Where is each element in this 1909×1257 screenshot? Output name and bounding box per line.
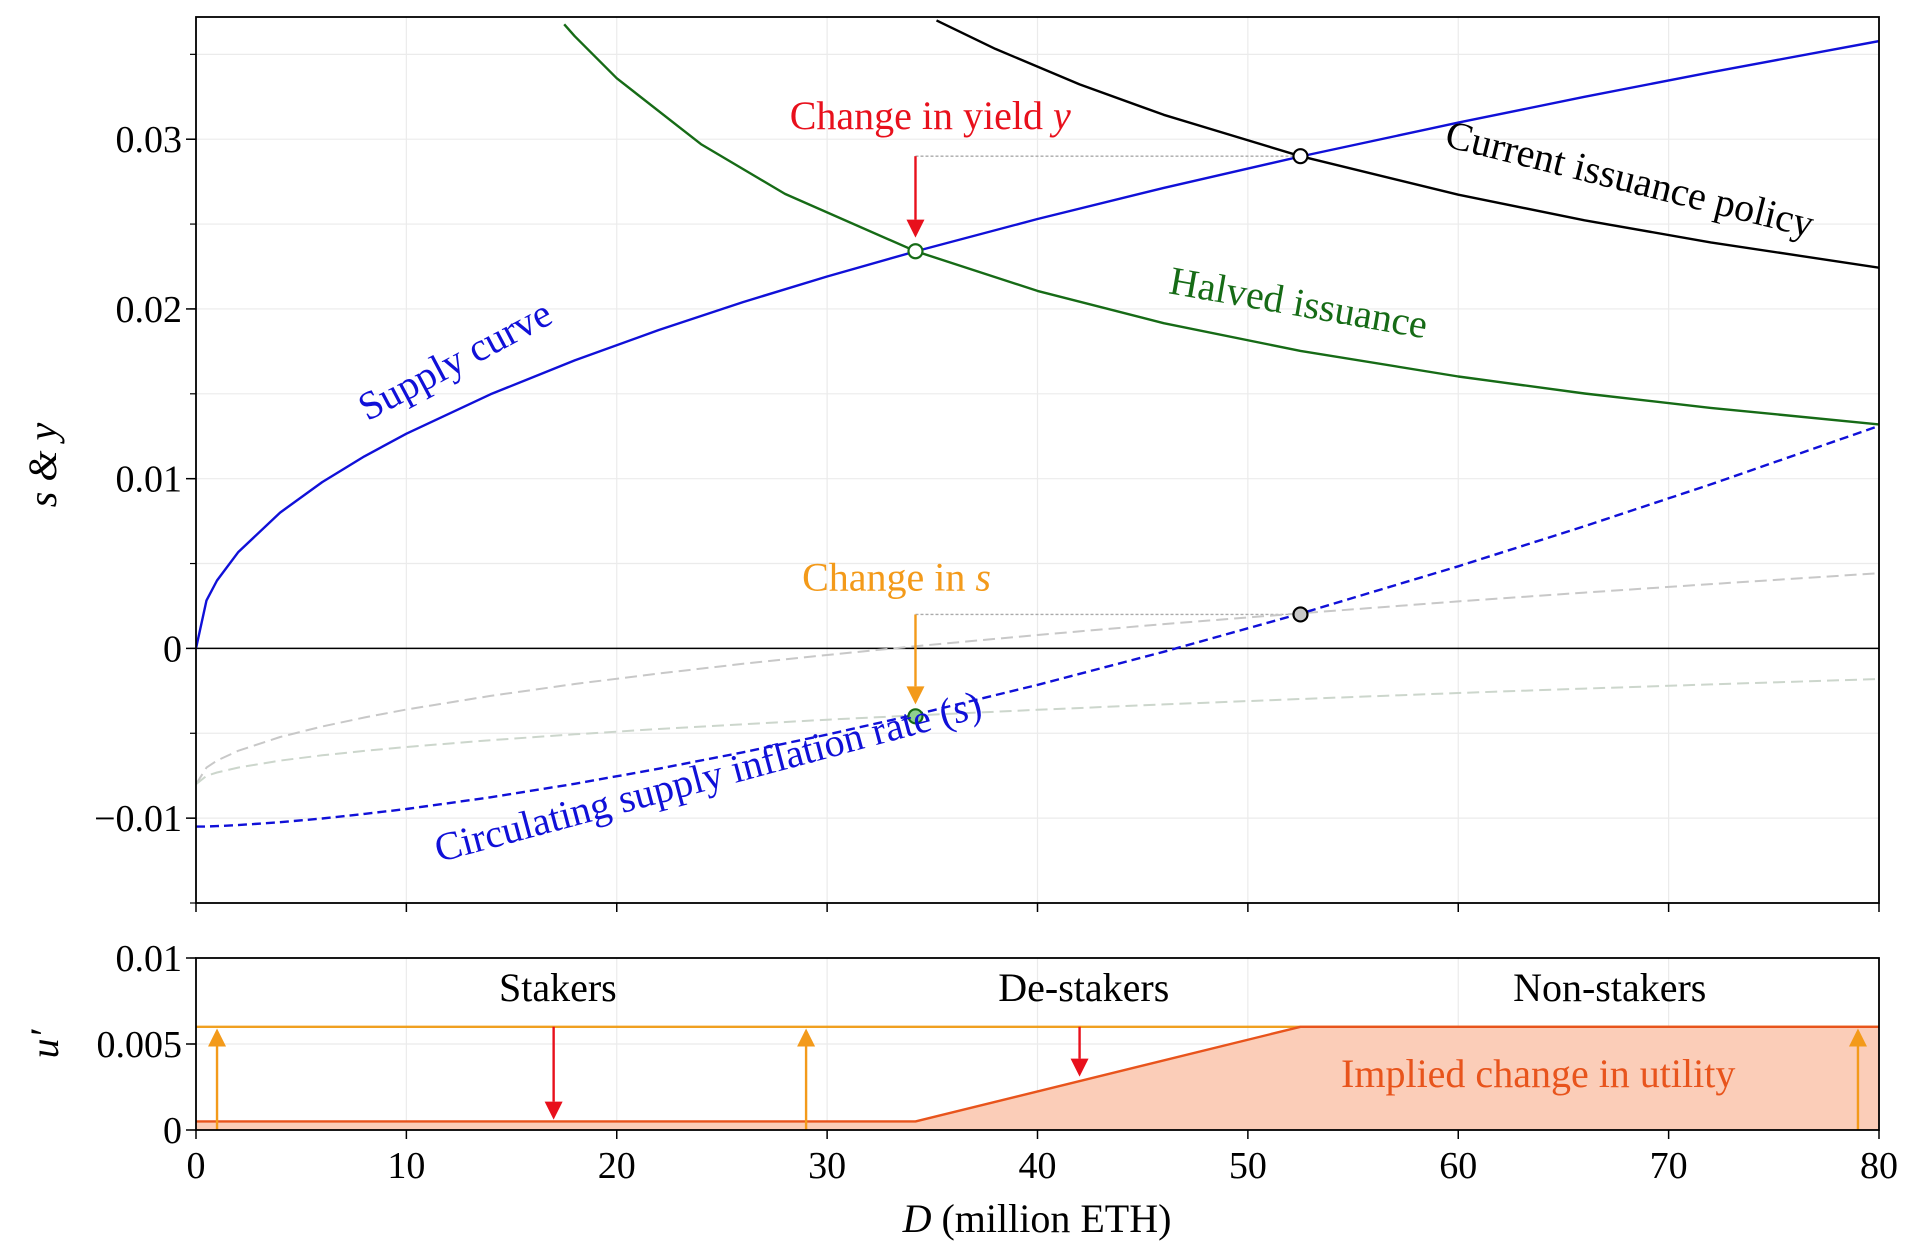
annotation-text: Supply curve [350,290,558,429]
annotation-label: De-stakers [998,965,1169,1010]
x-tick-label: 10 [387,1145,425,1187]
y-tick-label: 0 [163,628,182,670]
y-tick-label: 0.01 [116,459,183,501]
staker-up-arrow-head [208,1028,227,1047]
annotation-label: Implied change in utility [1341,1051,1735,1096]
equilibrium-halved-yield-marker [907,243,924,260]
annotation-label: Non-stakers [1513,965,1706,1010]
y-tick-label: 0 [163,1110,182,1152]
x-tick-label: 20 [598,1145,636,1187]
annotation-label: Halved issuance [1166,258,1431,348]
y-tick-label: 0.005 [97,1024,183,1066]
x-tick-label: 60 [1439,1145,1477,1187]
annotation-text: Halved issuance [1166,258,1431,348]
x-axis-label-unit: (million ETH) [931,1196,1171,1241]
equilibrium-halved-s-marker [907,708,924,725]
plot-area [196,1025,1879,1130]
non-staker-up-arrow-head [1848,1028,1867,1047]
series-line-circulating-supply-inflation-rate-s [196,424,1879,828]
annotation-label: Current issuance policy [1441,111,1818,246]
x-tick-label: 80 [1860,1145,1898,1187]
x-axis-label-var: D [902,1196,932,1241]
de-staker-down-arrow-head [1070,1058,1089,1077]
x-tick-label: 70 [1650,1145,1688,1187]
y-tick-label: −0.01 [94,798,182,840]
x-tick-label: 50 [1229,1145,1267,1187]
annotation-text: De-stakers [998,965,1169,1010]
annotation-label: Stakers [499,965,617,1010]
plot-area [196,19,1879,828]
staker-up-arrow-head [797,1028,816,1047]
annotation-text: Implied change in utility [1341,1051,1735,1096]
change-in-s-arrow-head [906,686,925,705]
top-panel: −0.01 0 0.01 0.02 0.03 Change in yield y Curre… [94,16,1880,912]
annotation-text: Non-stakers [1513,965,1706,1010]
series-line-supply-curve [196,39,1879,649]
x-tick-label: 30 [808,1145,846,1187]
annotation-variable: s [975,555,991,600]
change-in-yield-arrow-head [906,219,925,238]
annotation-text: Change in yield [790,93,1053,138]
equilibrium-current-yield-marker [1292,148,1309,165]
staker-down-arrow-head [544,1101,563,1120]
annotation-label: Change in s [802,555,991,600]
x-tick-label: 40 [1019,1145,1057,1187]
series-line-s-current-issuance-reference [196,572,1879,785]
equilibrium-current-s-marker [1292,606,1309,623]
annotation-variable: y [1049,93,1071,138]
y-axis-label-top: s & y [20,423,65,508]
series-line-halved-issuance [563,23,1879,426]
annotation-text: Stakers [499,965,617,1010]
y-tick-label: 0.01 [116,938,183,980]
series-line-implied-change-in-utility [196,1025,1879,1123]
series-line-s-halved-issuance-reference [196,678,1879,785]
annotation-label: Supply curve [350,290,558,429]
y-axis-label-bottom: u′ [22,1028,67,1058]
annotation-text: Current issuance policy [1441,111,1818,246]
y-tick-label: 0.02 [116,289,183,331]
annotation-label: Circulating supply inflation rate (s) [430,681,987,871]
x-tick-label: 0 [187,1145,206,1187]
annotation-label: Change in yield y [790,93,1071,138]
area-fill [196,1026,1879,1130]
annotation-text: Circulating supply inflation rate ( [430,689,959,871]
series-line-current-issuance-policy [935,19,1879,269]
y-tick-label: 0.03 [116,119,183,161]
annotation-text: Change in [802,555,975,600]
x-axis-label: D (million ETH) [902,1196,1172,1241]
bottom-panel: 0 10 20 30 40 50 60 70 80 0 0.005 0.01 Stakers De-sta… [97,938,1899,1187]
